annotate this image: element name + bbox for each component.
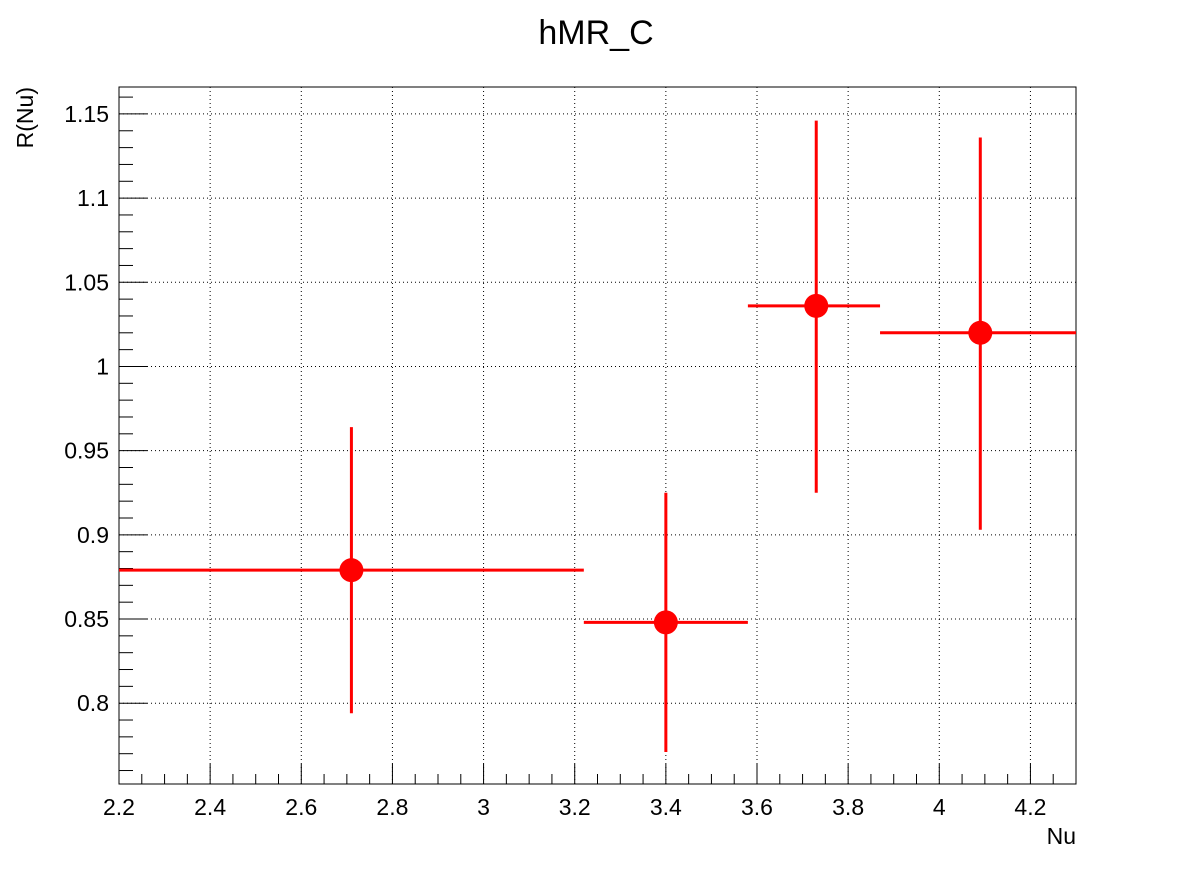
chart-title: hMR_C xyxy=(538,14,653,52)
y-tick-label: 1.05 xyxy=(64,269,109,295)
x-tick-label: 3.6 xyxy=(741,794,773,820)
data-series xyxy=(119,120,1076,753)
grid xyxy=(119,87,1076,784)
x-tick-label: 3.2 xyxy=(559,794,591,820)
x-tick-label: 2.6 xyxy=(285,794,317,820)
data-point-group xyxy=(747,120,881,493)
y-tick-label: 1 xyxy=(96,353,109,379)
y-tick-label: 0.95 xyxy=(64,438,109,464)
y-tick-label: 0.85 xyxy=(64,606,109,632)
data-point xyxy=(804,293,829,318)
x-tick-label: 3.4 xyxy=(650,794,682,820)
x-tick-label: 2.8 xyxy=(376,794,408,820)
x-tick-label: 2.4 xyxy=(194,794,226,820)
data-point xyxy=(339,558,364,583)
data-point xyxy=(968,320,993,345)
y-tick-labels: 0.8 0.85 0.9 0.95 1 1.05 1.1 1.15 xyxy=(64,101,109,716)
x-tick-label: 4 xyxy=(933,794,946,820)
x-tick-label: 3 xyxy=(477,794,490,820)
y-axis-title: R(Nu) xyxy=(12,87,38,148)
y-tick-label: 1.1 xyxy=(77,185,109,211)
x-tick-label: 4.2 xyxy=(1014,794,1046,820)
data-point xyxy=(653,610,678,635)
plot-frame xyxy=(118,86,1077,785)
data-point-group xyxy=(583,492,748,753)
x-axis-title: Nu xyxy=(1047,823,1076,849)
x-tick-label: 2.2 xyxy=(103,794,135,820)
data-point-group xyxy=(119,427,584,714)
axis-ticks xyxy=(118,96,1077,784)
x-tick-labels: 2.2 2.4 2.6 2.8 3 3.2 3.4 3.6 3.8 4 4.2 xyxy=(103,794,1046,820)
x-tick-label: 3.8 xyxy=(832,794,864,820)
y-tick-label: 1.15 xyxy=(64,101,109,127)
data-point-group xyxy=(880,137,1076,530)
y-tick-label: 0.9 xyxy=(77,522,109,548)
y-tick-label: 0.8 xyxy=(77,690,109,716)
